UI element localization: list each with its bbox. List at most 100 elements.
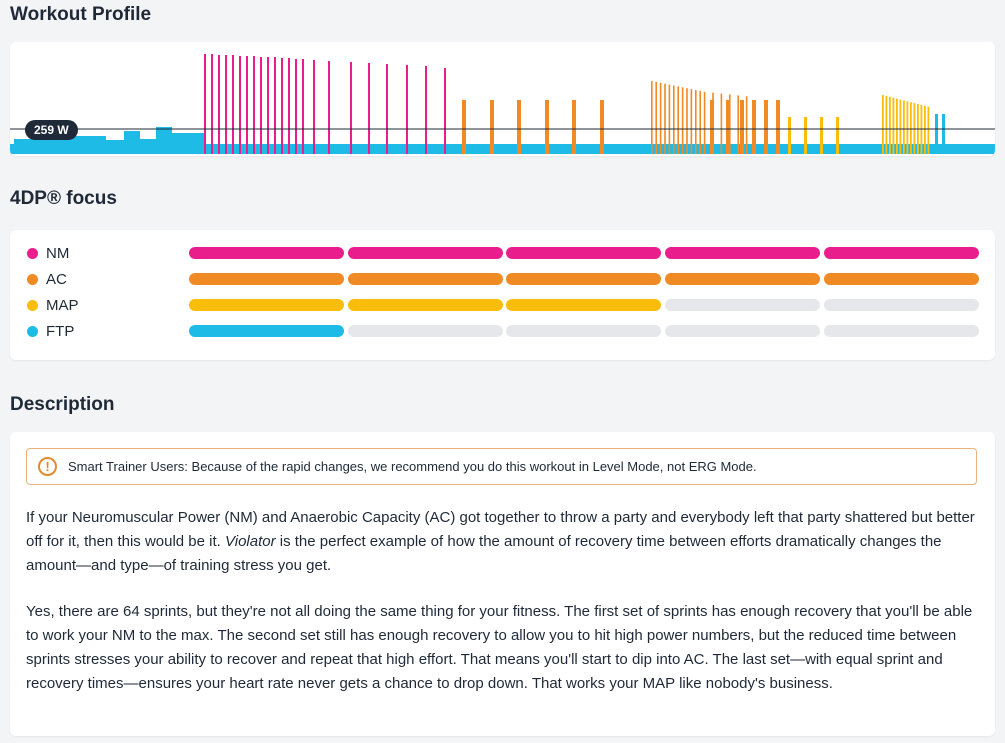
focus-segment-nm-4 [665,247,820,259]
ac-dense-sprint [737,95,739,154]
map-sprint [788,117,791,154]
ftp-badge: 259 W [25,120,78,140]
nm-sprint [295,59,297,154]
nm-sprint [386,64,388,154]
focus-segment-map-1 [189,299,344,311]
ac-dense-sprint [677,86,679,154]
nm-sprint [274,57,276,154]
focus-segment-nm-3 [506,247,661,259]
warmup-interval [14,139,44,154]
workout-profile-title: Workout Profile [10,4,152,25]
focus-segment-ftp-3 [506,325,661,337]
nm-dot [27,248,38,259]
ac-sprint [600,100,604,154]
ac-sprint [726,100,730,154]
focus-segment-ac-1 [189,273,344,285]
map-dense-sprint [882,95,884,154]
focus-segment-ac-3 [506,273,661,285]
focus-segment-ftp-5 [824,325,979,337]
nm-sprint [328,61,330,154]
map-sprint [804,117,807,154]
ac-sprint [710,100,714,154]
focus-card: NM AC MAP FTP [10,230,995,360]
ftp-interval [935,114,938,154]
description-title: Description [10,394,115,415]
focus-segment-ac-2 [348,273,503,285]
focus-segment-map-5 [824,299,979,311]
map-sprint [836,117,839,154]
focus-segment-map-3 [506,299,661,311]
nm-sprint [225,55,227,154]
map-dense-sprint [889,96,891,154]
focus-row-nm: NM [10,241,995,267]
ac-dense-sprint [699,90,701,154]
nm-sprint [302,59,304,154]
description-paragraph-2: Yes, there are 64 sprints, but they're n… [26,603,973,692]
focus-segment-ftp-2 [348,325,503,337]
nm-sprint [425,66,427,154]
nm-sprint [350,62,352,154]
warmup-interval [106,140,124,154]
ac-sprint [572,100,576,154]
warmup-interval [44,137,72,154]
focus-segment-nm-2 [348,247,503,259]
ac-dense-sprint [695,90,697,154]
workout-profile-chart[interactable]: 259 W [10,42,995,156]
map-dot [27,300,38,311]
ac-dense-sprint [690,89,693,154]
description-card: ! Smart Trainer Users: Because of the ra… [10,432,995,736]
focus-title: 4DP® focus [10,188,117,209]
focus-segment-ftp-4 [665,325,820,337]
ac-dot [27,274,38,285]
map-dense-sprint [885,95,888,154]
map-dense-sprint [910,102,912,154]
nm-sprint [211,54,213,154]
nm-sprint [444,68,446,154]
ac-dense-sprint [668,84,671,154]
nm-sprint [281,58,283,154]
warmup-interval [72,136,106,154]
nm-sprint [204,54,206,154]
focus-segment-ac-5 [824,273,979,285]
focus-label-ftp: FTP [46,323,75,340]
nm-sprint [260,57,262,154]
focus-segment-map-4 [665,299,820,311]
nm-sprint [406,65,408,154]
ac-dense-sprint [664,83,666,154]
focus-segment-ftp-1 [189,325,344,337]
ac-sprint [764,100,768,154]
nm-sprint [239,56,241,154]
ftp-interval [942,114,945,154]
focus-segment-nm-1 [189,247,344,259]
ac-dense-sprint [720,93,723,154]
map-dense-sprint [903,100,905,154]
map-sprint [820,117,823,154]
nm-sprint [288,58,290,154]
p1-text-b: is the perfect example of how the amount… [26,533,942,574]
ac-dense-sprint [703,91,706,154]
nm-sprint [253,56,255,154]
ac-dense-sprint [745,96,748,154]
ac-sprint [490,100,494,154]
profile-svg [10,54,995,154]
ac-dense-sprint [673,85,675,154]
focus-segment-map-2 [348,299,503,311]
map-dense-sprint [892,97,895,154]
ac-dense-sprint [681,87,684,154]
focus-row-ac: AC [10,267,995,293]
ac-dense-sprint [655,81,657,154]
focus-label-ac: AC [46,271,67,288]
workout-name: Violator [225,533,276,550]
map-dense-sprint [924,105,926,154]
warmup-interval [156,127,172,154]
focus-segment-nm-5 [824,247,979,259]
map-dense-sprint [927,106,930,154]
ac-sprint [752,100,756,154]
recovery-baseline [10,144,995,154]
ac-dense-sprint [659,82,662,154]
ac-sprint [462,100,466,154]
focus-segment-ac-4 [665,273,820,285]
notice-text: Smart Trainer Users: Because of the rapi… [68,459,757,474]
focus-row-ftp: FTP [10,319,995,345]
warmup-interval [124,131,140,154]
